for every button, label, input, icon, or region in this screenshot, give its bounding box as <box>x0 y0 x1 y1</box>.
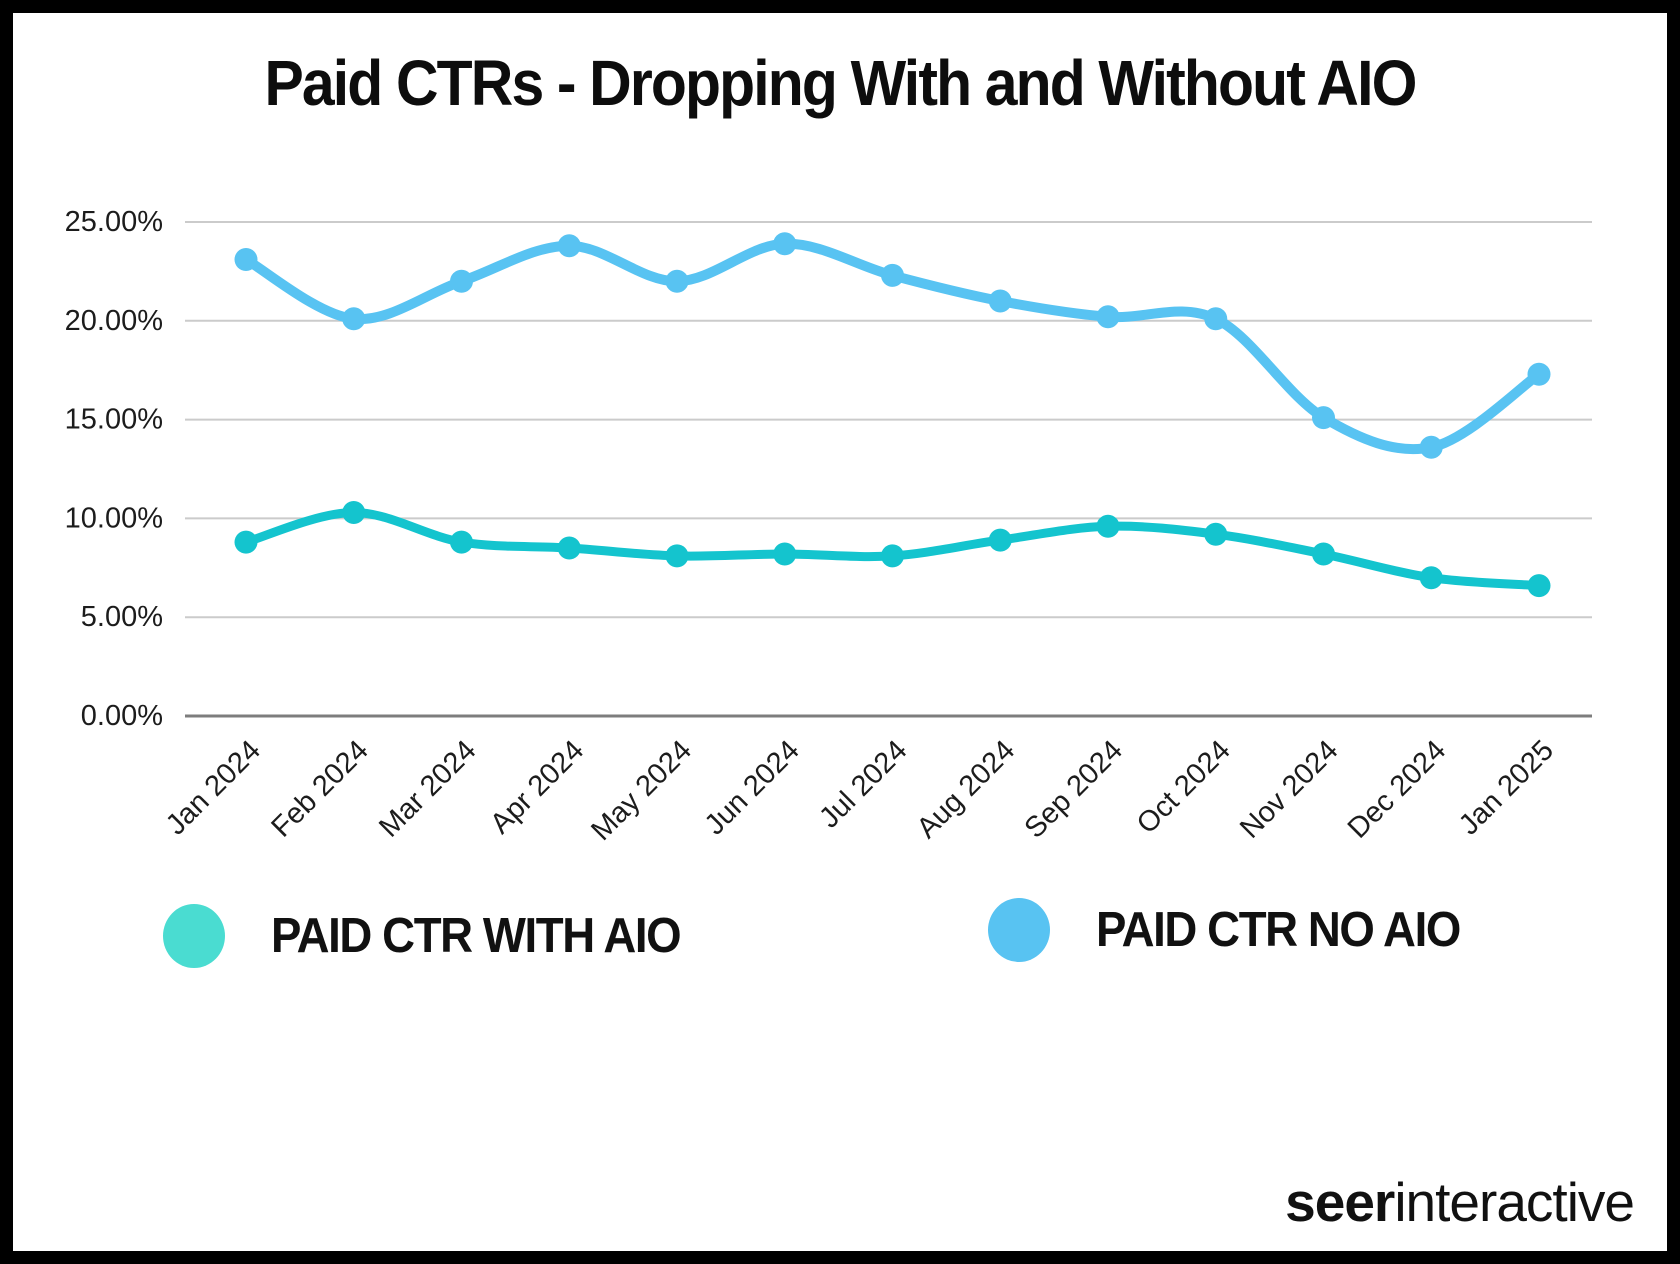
x-axis-tick-label: Feb 2024 <box>265 734 374 843</box>
x-axis-tick-label: May 2024 <box>585 734 698 847</box>
data-point <box>1312 406 1335 430</box>
legend-label-no-aio: PAID CTR NO AIO <box>1096 903 1461 957</box>
data-point <box>988 528 1012 552</box>
legend: PAID CTR WITH AIO PAID CTR NO AIO <box>0 898 1680 988</box>
y-axis-tick-label: 10.00% <box>65 502 163 534</box>
x-axis-tick-label: Jan 2024 <box>160 734 267 841</box>
line-chart: 0.00% 5.00% 10.00% 15.00% 20.00% 25.00% Jan 20… <box>65 206 1592 847</box>
y-axis-tick-label: 5.00% <box>81 601 163 633</box>
data-point <box>557 234 581 258</box>
data-point <box>1312 542 1335 566</box>
data-point <box>1096 305 1120 329</box>
data-point <box>773 232 797 256</box>
legend-entry-with-aio: PAID CTR WITH AIO <box>163 904 711 968</box>
data-point <box>665 544 689 568</box>
data-point <box>342 501 366 524</box>
legend-entry-no-aio: PAID CTR NO AIO <box>988 898 1487 962</box>
data-point <box>1419 435 1443 459</box>
data-point <box>234 530 258 554</box>
data-point <box>1527 362 1551 386</box>
x-axis-tick-label: Dec 2024 <box>1342 734 1452 844</box>
data-point <box>1204 307 1228 331</box>
x-axis-tick-label: Mar 2024 <box>373 734 482 843</box>
data-point <box>881 544 904 568</box>
data-point <box>342 307 366 331</box>
y-axis-tick-label: 0.00% <box>81 700 163 732</box>
data-point <box>450 269 473 293</box>
x-axis-tick-label: Sep 2024 <box>1019 734 1129 844</box>
y-axis-tick-label: 25.00% <box>65 206 163 238</box>
x-axis-tick-label: Nov 2024 <box>1234 734 1344 844</box>
x-axis-tick-label: Jan 2025 <box>1453 734 1560 841</box>
x-axis-tick-label: Jul 2024 <box>813 734 913 834</box>
data-point <box>234 248 258 271</box>
brand-logo-interactive: interactive <box>1394 1171 1635 1233</box>
legend-swatch-with-aio-icon <box>163 904 225 968</box>
data-point <box>1527 574 1551 598</box>
data-point <box>557 536 581 560</box>
data-point <box>881 263 904 287</box>
data-point <box>450 530 473 554</box>
x-axis-tick-label: Aug 2024 <box>911 734 1021 844</box>
data-point <box>665 269 689 293</box>
x-axis-tick-label: Apr 2024 <box>484 734 590 840</box>
data-point <box>1096 514 1120 538</box>
data-point <box>1204 522 1228 546</box>
x-axis-tick-label: Jun 2024 <box>699 734 806 841</box>
legend-swatch-no-aio-icon <box>988 898 1050 962</box>
legend-label-with-aio: PAID CTR WITH AIO <box>271 909 682 963</box>
y-axis-tick-label: 20.00% <box>65 305 163 337</box>
y-axis-tick-label: 15.00% <box>65 404 163 436</box>
data-point <box>1419 566 1443 590</box>
brand-logo-seer: seer <box>1285 1171 1395 1233</box>
x-axis-tick-label: Oct 2024 <box>1131 734 1237 840</box>
data-point <box>773 542 797 566</box>
brand-logo: seerinteractive <box>1285 1170 1635 1234</box>
page-title: Paid CTRs - Dropping With and Without AI… <box>264 47 1417 119</box>
data-point <box>988 289 1012 313</box>
